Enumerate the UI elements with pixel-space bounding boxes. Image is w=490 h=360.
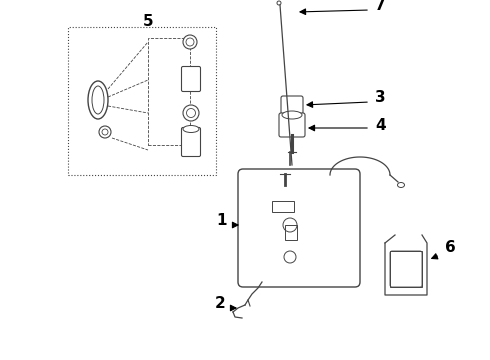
Ellipse shape <box>183 35 197 49</box>
FancyBboxPatch shape <box>279 113 305 137</box>
Ellipse shape <box>183 126 199 132</box>
Text: 1: 1 <box>216 213 226 228</box>
Bar <box>148 38 190 145</box>
Ellipse shape <box>99 126 111 138</box>
Text: 7: 7 <box>375 0 386 13</box>
FancyBboxPatch shape <box>181 127 200 157</box>
Text: 5: 5 <box>143 14 153 30</box>
Bar <box>272 201 294 212</box>
Ellipse shape <box>277 1 281 5</box>
FancyBboxPatch shape <box>238 169 360 287</box>
Bar <box>390 251 422 287</box>
FancyBboxPatch shape <box>281 96 303 114</box>
Text: 3: 3 <box>375 90 386 105</box>
Ellipse shape <box>88 81 108 119</box>
Bar <box>68 27 216 175</box>
Bar <box>285 225 297 240</box>
FancyBboxPatch shape <box>181 67 200 91</box>
Text: 6: 6 <box>445 240 456 255</box>
Ellipse shape <box>183 105 199 121</box>
Text: 2: 2 <box>215 296 226 311</box>
Text: 4: 4 <box>375 118 386 133</box>
Ellipse shape <box>282 111 302 119</box>
